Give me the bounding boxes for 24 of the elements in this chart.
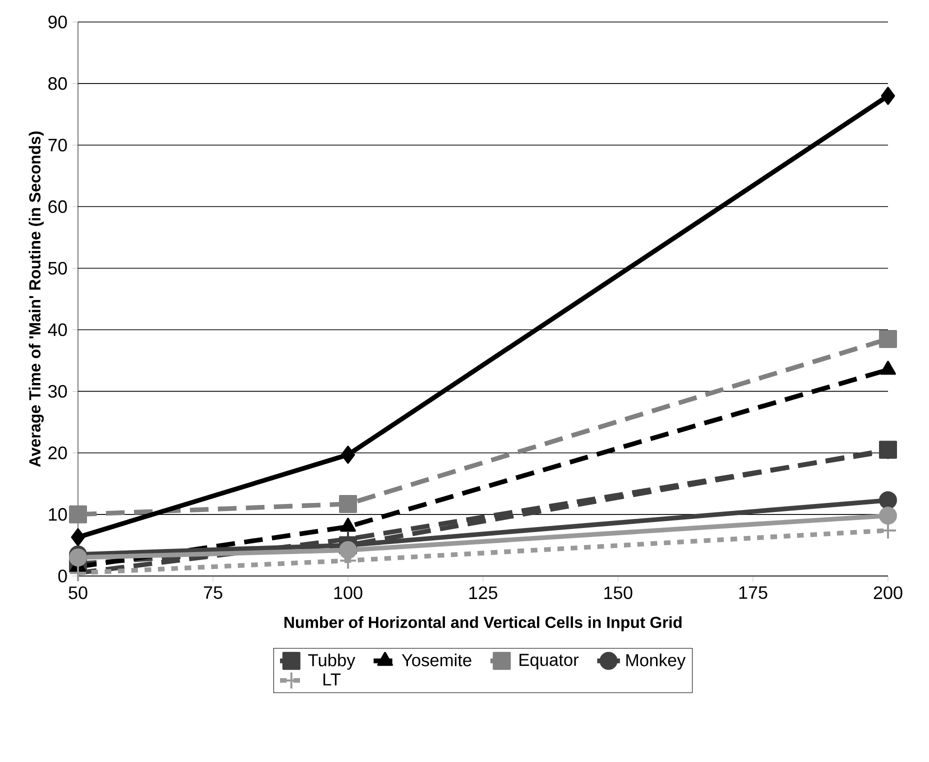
y-tick-label: 10 [48,508,67,521]
x-tick-label: 100 [334,586,362,600]
y-tick-label: 30 [48,384,67,398]
legend-label: Tubby [308,654,356,670]
x-tick-label: 175 [739,586,768,599]
y-tick-label: 80 [48,77,67,90]
y-tick-label: 70 [48,138,67,152]
x-tick-label: 75 [204,586,222,599]
x-tick-label: 50 [68,586,88,600]
y-tick-label: 40 [48,323,67,336]
y-tick-label: 60 [48,200,67,214]
x-axis-title: Number of Horizontal and Vertical Cells in Input Grid [284,616,682,632]
legend-label: LT [323,674,341,686]
x-tick-label: 125 [469,586,498,600]
y-axis-title: Average Time of 'Main' Routine (in Seconds) [28,132,44,467]
x-tick-label: 150 [604,586,632,600]
y-tick-label: 20 [48,446,67,460]
x-tick-label: 200 [874,586,902,600]
legend-label: Monkey [626,654,686,670]
y-tick-label: 90 [48,16,67,28]
legend-label: Equator [520,654,579,670]
legend-label: Yosemite [402,654,472,666]
y-tick-label: 50 [48,262,67,275]
y-tick-label: 0 [58,570,67,582]
